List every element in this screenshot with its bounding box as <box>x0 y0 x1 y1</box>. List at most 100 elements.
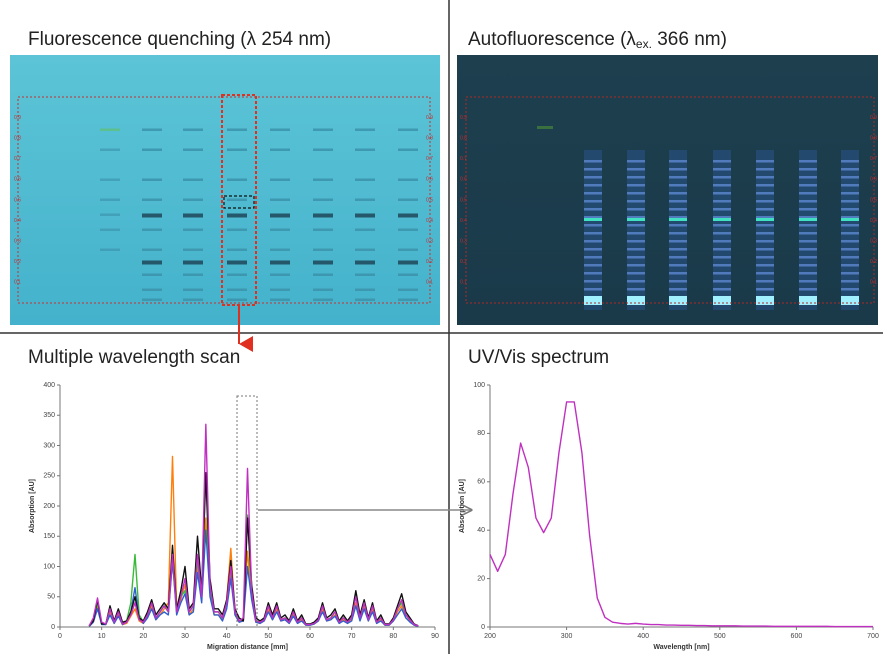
band <box>713 160 731 163</box>
band <box>355 178 375 181</box>
band <box>756 224 774 227</box>
x-tick-label: 40 <box>223 633 231 640</box>
plate-image <box>10 55 440 325</box>
band <box>669 264 687 267</box>
band <box>627 168 645 171</box>
band <box>627 280 645 283</box>
lane <box>756 150 774 310</box>
band <box>669 160 687 163</box>
band <box>669 218 687 221</box>
band <box>270 228 290 231</box>
band <box>713 218 731 221</box>
band <box>398 128 418 131</box>
band <box>398 298 418 301</box>
band <box>756 288 774 291</box>
band <box>713 288 731 291</box>
band <box>270 178 290 181</box>
band <box>841 256 859 259</box>
rf-tick-label: 0.2 <box>14 259 21 265</box>
rf-frame <box>465 96 875 304</box>
band <box>142 298 162 301</box>
x-tick-label: 10 <box>98 633 106 640</box>
band <box>100 178 120 181</box>
band <box>713 168 731 171</box>
band <box>841 240 859 243</box>
band <box>627 216 645 219</box>
band <box>313 198 333 201</box>
band <box>669 248 687 251</box>
rf-tick-label: 0.8 <box>14 136 21 142</box>
y-tick-label: 400 <box>43 382 55 389</box>
band <box>756 216 774 219</box>
band <box>713 176 731 179</box>
band <box>713 232 731 235</box>
rf-tick-label: 0.1 <box>14 280 21 286</box>
band <box>756 218 774 221</box>
band <box>841 296 859 305</box>
band <box>398 260 418 265</box>
x-tick-label: 400 <box>637 633 649 640</box>
band <box>713 248 731 251</box>
band <box>841 200 859 203</box>
band <box>355 213 375 218</box>
lane <box>799 150 817 310</box>
band <box>142 228 162 231</box>
band <box>142 288 162 291</box>
band <box>227 260 247 265</box>
band <box>669 224 687 227</box>
band <box>841 218 859 221</box>
band <box>227 273 247 276</box>
band <box>398 198 418 201</box>
band <box>627 176 645 179</box>
band <box>398 273 418 276</box>
y-tick-label: 100 <box>43 563 55 570</box>
title-part: 366 nm) <box>652 29 727 50</box>
band <box>841 272 859 275</box>
band <box>355 273 375 276</box>
y-tick-label: 100 <box>473 382 485 389</box>
band <box>227 288 247 291</box>
band <box>142 178 162 181</box>
band <box>799 160 817 163</box>
band <box>584 232 602 235</box>
y-tick-label: 20 <box>477 575 485 582</box>
band <box>584 218 602 221</box>
lane <box>584 150 602 310</box>
band <box>669 296 687 305</box>
x-tick-label: 60 <box>306 633 314 640</box>
band <box>841 176 859 179</box>
band <box>227 148 247 151</box>
band <box>669 240 687 243</box>
y-tick-label: 150 <box>43 533 55 540</box>
band <box>713 256 731 259</box>
band <box>627 192 645 195</box>
band <box>841 224 859 227</box>
band <box>270 248 290 251</box>
band <box>142 260 162 265</box>
band <box>627 218 645 221</box>
band <box>756 280 774 283</box>
x-tick-label: 90 <box>431 633 439 640</box>
band <box>669 192 687 195</box>
band <box>799 216 817 219</box>
band <box>142 198 162 201</box>
band <box>584 216 602 219</box>
band <box>270 298 290 301</box>
band <box>142 248 162 251</box>
x-tick-label: 70 <box>348 633 356 640</box>
band <box>713 216 731 219</box>
band <box>584 208 602 211</box>
band <box>713 200 731 203</box>
band <box>627 208 645 211</box>
band <box>713 192 731 195</box>
band <box>227 248 247 251</box>
series-line <box>88 529 419 628</box>
band <box>227 298 247 301</box>
band <box>183 148 203 151</box>
band <box>841 168 859 171</box>
band <box>584 200 602 203</box>
band <box>841 264 859 267</box>
band <box>713 272 731 275</box>
rf-frame <box>17 96 431 304</box>
